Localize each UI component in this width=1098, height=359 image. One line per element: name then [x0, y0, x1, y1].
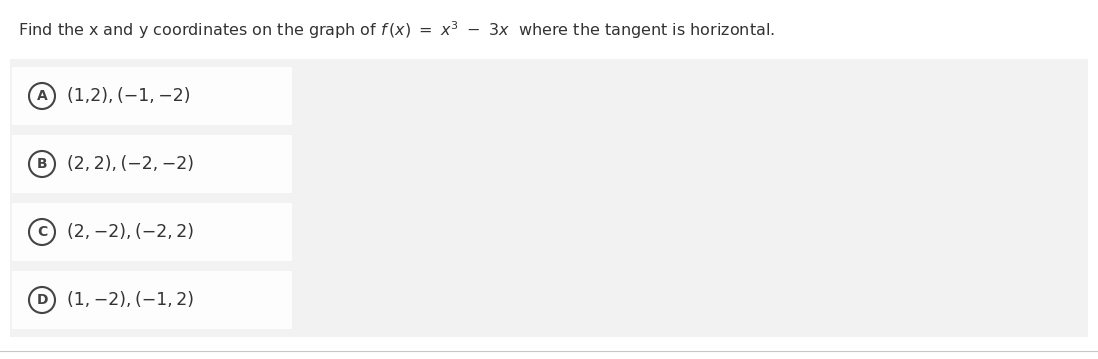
Text: (2, −2), (−2, 2): (2, −2), (−2, 2) — [67, 223, 194, 241]
Text: A: A — [36, 89, 47, 103]
FancyBboxPatch shape — [12, 67, 292, 125]
FancyBboxPatch shape — [12, 135, 292, 193]
Text: Find the x and y coordinates on the graph of $\it{f}\,(x)\ =\ x^3\ -\ 3x$  where: Find the x and y coordinates on the grap… — [18, 19, 775, 41]
Text: (2, 2), (−2, −2): (2, 2), (−2, −2) — [67, 155, 194, 173]
FancyBboxPatch shape — [12, 271, 292, 329]
Text: (1, −2), (−1, 2): (1, −2), (−1, 2) — [67, 291, 194, 309]
Text: D: D — [36, 293, 47, 307]
Text: C: C — [37, 225, 47, 239]
FancyBboxPatch shape — [10, 59, 1088, 337]
FancyBboxPatch shape — [12, 203, 292, 261]
Text: B: B — [36, 157, 47, 171]
Text: (1,2), (−1, −2): (1,2), (−1, −2) — [67, 87, 190, 105]
